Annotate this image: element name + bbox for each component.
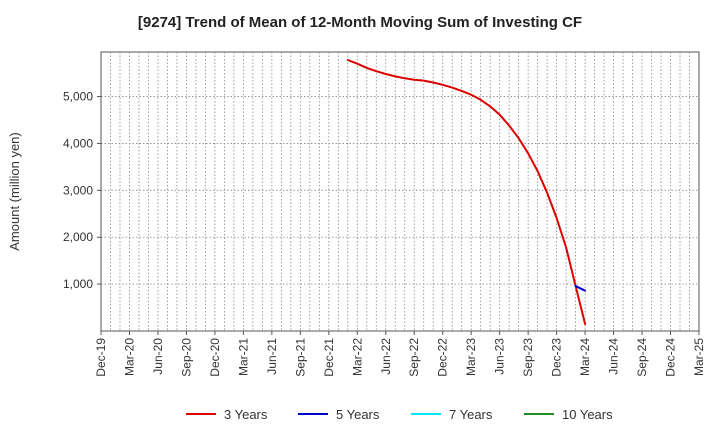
x-tick-label: Jun-22 [379,338,393,375]
x-tick-label: Mar-23 [464,338,478,376]
y-tick-label: 1,000 [63,277,93,291]
x-tick-label: Mar-22 [350,338,364,376]
y-tick-label: 2,000 [63,230,93,244]
x-tick-label: Mar-24 [578,338,592,376]
y-axis-title: Amount (million yen) [7,132,22,251]
legend-layer: 3 Years 5 Years 7 Years 10 Years [186,407,613,422]
chart-title: [9274] Trend of Mean of 12-Month Moving … [137,14,583,31]
series-line-3-years [346,59,587,325]
x-tick-label: Dec-20 [208,338,222,377]
x-tick-label: Jun-20 [151,338,165,375]
x-tick-label: Dec-19 [94,338,108,377]
legend-label-10-years: 10 Years [562,407,613,422]
x-tick-label: Mar-20 [122,338,136,376]
x-tick-label: Mar-25 [692,338,706,376]
y-tick-label: 4,000 [63,136,93,150]
x-tick-label: Sep-20 [179,338,193,377]
x-tick-label: Jun-24 [607,338,621,375]
x-tick-label: Sep-23 [521,338,535,377]
x-tick-label: Sep-22 [407,338,421,377]
grid-layer [100,52,700,331]
x-tick-label: Mar-21 [236,338,250,376]
y-tick-label: 3,000 [63,183,93,197]
y-tick-label: 5,000 [63,90,93,104]
x-tick-label: Dec-21 [322,338,336,377]
x-tick-label: Jun-21 [265,338,279,375]
series-layer [346,59,587,325]
legend-label-3-years: 3 Years [224,407,268,422]
plot-frame [100,51,700,332]
axis-layer: 1,000 2,000 3,000 4,000 5,000 Dec-19 Mar-20 Jun… [7,51,706,377]
x-tick-label: Dec-22 [436,338,450,377]
x-tick-label: Sep-21 [293,338,307,377]
series-line-5-years [574,285,587,292]
x-tick-label: Sep-24 [635,338,649,377]
x-tick-label: Dec-24 [664,338,678,377]
x-tick-label: Jun-23 [493,338,507,375]
x-tick-label: Dec-23 [550,338,564,377]
legend-label-7-years: 7 Years [449,407,493,422]
legend-label-5-years: 5 Years [336,407,380,422]
